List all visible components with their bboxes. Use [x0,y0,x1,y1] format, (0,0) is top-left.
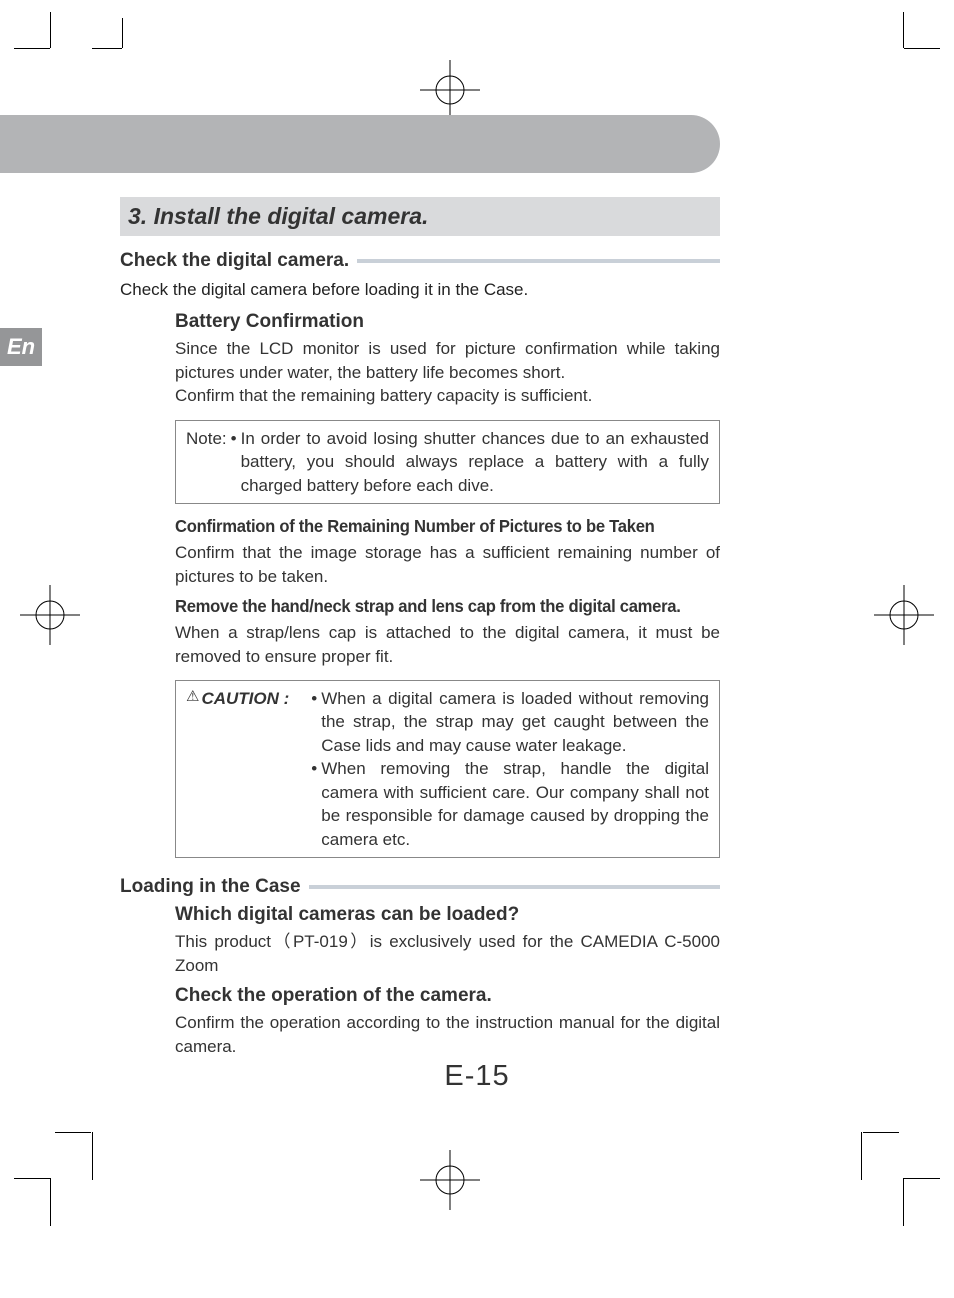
header-color-bar [0,115,720,173]
battery-p1: Since the LCD monitor is used for pictur… [175,337,720,384]
section-title: 3. Install the digital camera. [120,197,720,236]
registration-mark-icon [874,585,934,645]
registration-mark-icon [420,1150,480,1210]
crop-mark [861,1132,862,1180]
note-text: In order to avoid losing shutter chances… [241,427,709,497]
remove-text: When a strap/lens cap is attached to the… [175,621,720,668]
crop-mark [122,18,123,48]
page-content: En 3. Install the digital camera. Check … [120,115,835,1066]
crop-mark [903,1178,904,1226]
remove-heading: Remove the hand/neck strap and lens cap … [175,596,693,617]
operation-heading: Check the operation of the camera. [175,985,720,1007]
bullet-icon: • [311,687,317,757]
confirm-heading: Confirmation of the Remaining Number of … [175,516,693,537]
bullet-icon: • [311,757,317,851]
check-intro-text: Check the digital camera before loading … [120,278,720,301]
main-column: 3. Install the digital camera. Check the… [175,197,720,1058]
battery-p2: Confirm that the remaining battery capac… [175,384,720,407]
operation-text: Confirm the operation according to the i… [175,1011,720,1058]
crop-mark [50,1178,51,1226]
check-camera-heading-text: Check the digital camera. [120,250,349,272]
crop-mark [14,1178,50,1179]
note-bullet: • [231,427,237,497]
registration-mark-icon [420,60,480,120]
crop-mark [55,1132,91,1133]
warning-icon: ⚠ [186,687,199,708]
crop-mark [904,48,940,49]
check-camera-heading: Check the digital camera. [120,250,720,272]
crop-mark [50,12,51,48]
crop-mark [904,1178,940,1179]
caution-b1: When a digital camera is loaded without … [321,687,709,757]
note-label: Note: [186,427,227,497]
language-tab: En [0,328,42,366]
battery-heading: Battery Confirmation [175,311,720,333]
loading-heading: Loading in the Case [120,876,720,898]
crop-mark [92,48,122,49]
caution-label: ⚠ CAUTION : [186,687,289,851]
registration-mark-icon [20,585,80,645]
loading-heading-text: Loading in the Case [120,876,301,898]
caution-bullets: • When a digital camera is loaded withou… [311,687,709,851]
crop-mark [903,12,904,48]
caution-b2: When removing the strap, handle the digi… [321,757,709,851]
page-number: E-15 [0,1060,954,1093]
which-heading: Which digital cameras can be loaded? [175,904,720,926]
caution-box: ⚠ CAUTION : • When a digital camera is l… [175,680,720,858]
confirm-text: Confirm that the image storage has a suf… [175,541,720,588]
heading-rule [357,259,720,263]
which-text: This product（PT-019）is exclusively used … [175,930,720,977]
crop-mark [863,1132,899,1133]
crop-mark [14,48,50,49]
note-box: Note: • In order to avoid losing shutter… [175,420,720,504]
caution-label-text: CAUTION : [201,687,289,710]
crop-mark [92,1132,93,1180]
spacer [293,687,307,851]
heading-rule [309,885,720,889]
